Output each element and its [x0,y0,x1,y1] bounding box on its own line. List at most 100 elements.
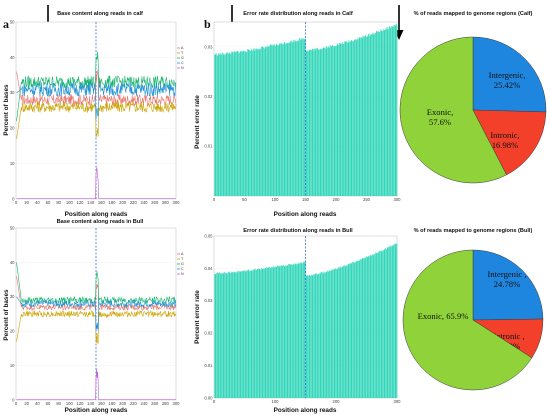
error-bar [370,255,372,398]
error-bar [317,48,318,196]
error-bar [324,272,326,398]
error-bar [360,37,361,196]
error-bar [217,55,218,197]
error-bar [379,250,380,398]
error-bar [257,48,258,197]
error-bar [225,272,226,398]
error-bar [272,45,273,197]
error-bar [285,43,287,196]
error-bar [219,54,220,197]
error-bar [347,40,349,196]
error-bar [274,267,275,398]
error-bar [234,51,235,197]
error-bar [306,51,307,196]
error-bar [362,258,364,398]
error-bar [333,46,334,196]
error-bar [216,53,217,196]
error-bar [363,258,364,398]
error-bar [301,263,303,398]
error-bar [332,270,333,398]
error-bar [239,271,240,398]
error-bar [374,34,375,197]
error-bar [232,272,234,398]
error-bar [254,269,255,398]
error-bar [394,244,395,398]
error-bar [319,48,321,196]
error-bar [286,43,287,197]
error-bar [318,49,320,196]
series-line-g [16,51,177,122]
error-bar [232,272,233,398]
error-bar [309,49,311,197]
error-bar [246,51,248,196]
error-bar [290,265,292,398]
error-bar [387,29,389,197]
error-bar [219,52,221,196]
error-bar [247,270,248,398]
legend-label-a: A [181,252,184,256]
error-bar [293,264,295,398]
error-bar [254,269,256,398]
error-bar [391,245,392,398]
error-bar [243,270,244,398]
error-bar [303,262,304,398]
error-bar [305,275,307,398]
x-tick-label: 150 [302,197,310,202]
error-bar [373,34,375,196]
x-tick-label: 0 [15,401,18,406]
error-bar [276,266,278,398]
error-bar [308,50,309,197]
error-bar [349,41,350,197]
error-bar [297,40,299,196]
error-bar [324,272,325,398]
error-bar [270,44,271,196]
error-bar [391,27,393,197]
error-bar [318,273,320,398]
error-bar [316,48,317,196]
error-bar [357,39,358,196]
error-bar [354,262,356,398]
error-bar [329,271,331,398]
error-bar [366,36,367,196]
error-bar [330,46,332,196]
error-bar [228,271,230,398]
error-bar [362,35,364,196]
error-bar [396,24,398,196]
series-line-a [16,70,177,107]
error-bar [251,270,253,398]
error-bar [343,265,344,398]
error-bar [302,263,303,398]
error-bar [292,42,293,197]
error-bar [341,267,342,398]
error-bar [249,271,250,398]
error-bar [294,262,296,398]
error-bar [307,51,308,196]
error-bar [224,271,225,398]
x-tick-label: 120 [77,200,85,205]
error-bar [269,267,271,398]
error-bar [330,270,332,398]
y-tick-label: 30 [10,90,15,95]
panel-label-b: b [204,17,211,31]
x-tick-label: 80 [56,200,61,205]
error-bar [261,269,263,398]
error-bar [360,258,362,398]
error-bar [300,39,301,196]
error-bar [392,25,393,197]
error-bar [388,29,389,196]
error-bar [244,270,245,398]
error-bar [347,264,349,398]
error-bar [261,46,262,196]
error-bar [294,41,296,196]
error-bar [236,51,237,197]
error-bar [337,44,339,196]
error-bar [289,40,291,196]
error-bar [361,37,363,196]
error-bar [327,48,328,197]
error-bar [324,47,325,196]
x-axis-label: Position along reads [274,211,337,218]
error-bar [381,30,383,197]
error-bar [325,48,326,196]
error-bar [365,35,366,196]
